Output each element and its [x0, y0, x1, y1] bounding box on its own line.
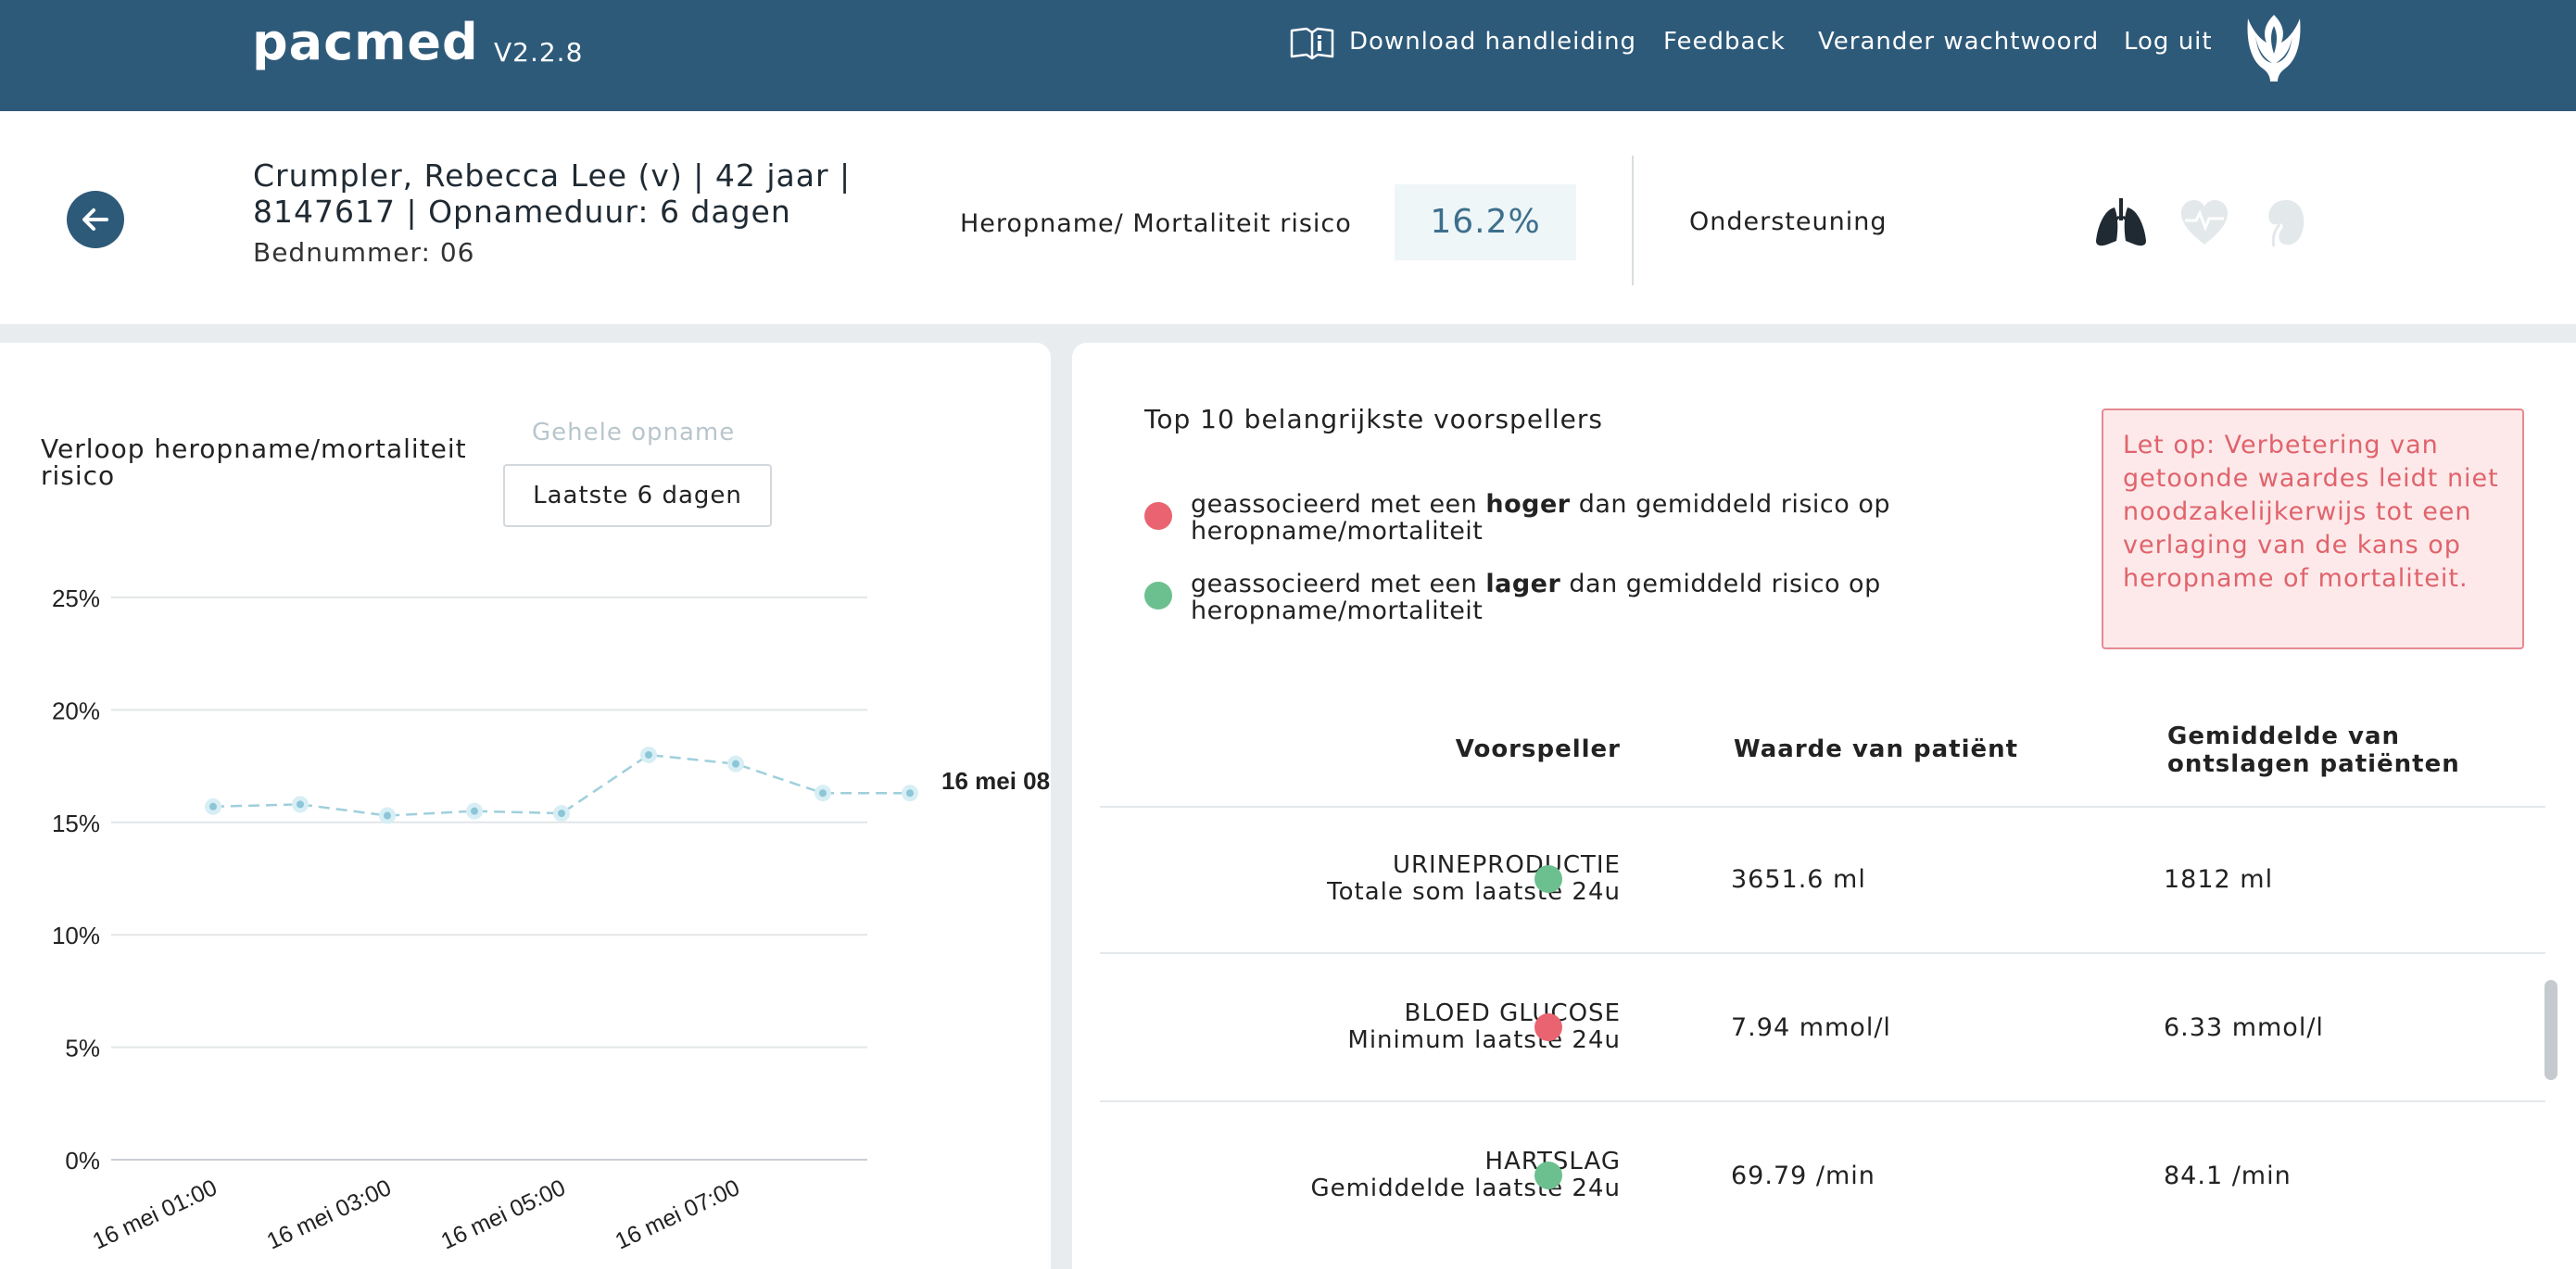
data-point: [297, 800, 304, 809]
table-divider: [1100, 952, 2545, 954]
feedback-link[interactable]: Feedback: [1663, 28, 1786, 56]
patient-info-line-1: Crumpler, Rebecca Lee (v) | 42 jaar |: [253, 157, 852, 194]
risk-line-chart: 25% 20% 15% 10% 5% 0% 16 mei 01:00 16 mei 03:0…: [52, 584, 1051, 1255]
header-divider: [1632, 156, 1634, 285]
table-divider: [1100, 1100, 2545, 1102]
patient-value: 3651.6 ml: [1731, 865, 1866, 894]
app-version: V2.2.8: [494, 37, 584, 68]
low-risk-dot-icon: [1534, 865, 1562, 893]
data-point: [384, 811, 391, 820]
data-point: [558, 810, 565, 818]
predictor-name: BLOED GLUCOSE Minimum laatste 24u: [1347, 999, 1621, 1054]
top10-title: Top 10 belangrijkste voorspellers: [1144, 404, 1603, 434]
risk-value: 16.2%: [1395, 184, 1576, 260]
data-point: [645, 750, 652, 759]
patient-info-line-2: 8147617 | Opnameduur: 6 dagen: [253, 194, 791, 230]
chart-grid: [111, 597, 867, 1161]
predictor-name: HARTSLAGGemiddelde laatste 24u: [1310, 1149, 1621, 1202]
range-option-all[interactable]: Gehele opname: [532, 419, 736, 446]
data-point: [471, 807, 478, 815]
patient-value: 69.79 /min: [1731, 1162, 1875, 1190]
y-tick-label: 25%: [52, 584, 100, 612]
legend-high-text: geassocieerd met een hoger dan gemiddeld…: [1191, 490, 1891, 546]
logout-link[interactable]: Log uit: [2124, 28, 2213, 56]
average-value: 84.1 /min: [2164, 1162, 2292, 1190]
download-manual-label: Download handleiding: [1349, 28, 1637, 56]
predictor-name: URINEPRODUCTIE Totale som laatste 24u: [1327, 851, 1621, 906]
green-dot-icon: [1144, 582, 1172, 609]
red-dot-icon: [1144, 502, 1172, 530]
x-tick-label: 16 mei 05:00: [437, 1175, 570, 1254]
average-value: 1812 ml: [2164, 865, 2274, 894]
tulip-logo-icon: [2247, 15, 2301, 82]
bed-number: Bednummer: 06: [253, 237, 475, 268]
kidney-icon: [2268, 200, 2305, 247]
download-manual-link[interactable]: Download handleiding: [1290, 27, 1637, 60]
change-password-link[interactable]: Verander wachtwoord: [1818, 28, 2100, 56]
chart-title: Verloop heropname/mortaliteit risico: [41, 433, 467, 491]
manual-book-icon: [1290, 27, 1334, 60]
predictors-panel: Top 10 belangrijkste voorspellers geasso…: [1072, 343, 2576, 1269]
risk-label: Heropname/ Mortaliteit risico: [960, 209, 1352, 238]
data-point: [819, 789, 827, 798]
x-tick-label: 16 mei 01:00: [89, 1175, 221, 1254]
column-header-predictor: Voorspeller: [1455, 735, 1621, 763]
legend-low-text: geassocieerd met een lager dan gemiddeld…: [1191, 570, 1881, 625]
arrow-left-icon: [82, 208, 108, 231]
back-button[interactable]: [67, 191, 124, 248]
heart-icon: [2181, 200, 2228, 245]
warning-box: Let op: Verbetering van getoonde waardes…: [2102, 408, 2524, 649]
data-point: [906, 789, 914, 798]
low-risk-dot-icon: [1534, 1162, 1562, 1189]
support-label: Ondersteuning: [1689, 207, 1888, 236]
risk-chart-panel: Verloop heropname/mortaliteit risico Geh…: [0, 343, 1051, 1269]
y-tick-label: 5%: [65, 1035, 100, 1062]
last-point-label: 16 mei 08:30: [941, 767, 1051, 795]
average-value: 6.33 mmol/l: [2164, 1013, 2324, 1042]
high-risk-dot-icon: [1534, 1013, 1562, 1041]
column-header-patient-value: Waarde van patiënt: [1734, 735, 2019, 763]
risk-series-line: [212, 753, 910, 817]
table-scrollbar[interactable]: [2544, 980, 2557, 1080]
column-header-average: Gemiddelde van ontslagen patiënten: [2167, 722, 2460, 778]
y-tick-label: 20%: [52, 697, 100, 724]
range-option-last-6-days[interactable]: Laatste 6 dagen: [503, 464, 772, 527]
patient-value: 7.94 mmol/l: [1731, 1013, 1891, 1042]
patient-header: Crumpler, Rebecca Lee (v) | 42 jaar | 81…: [0, 111, 2576, 324]
pacmed-logo: pacmed: [252, 13, 479, 71]
x-tick-label: 16 mei 03:00: [263, 1175, 396, 1254]
x-tick-label: 16 mei 07:00: [612, 1175, 744, 1254]
y-tick-label: 0%: [65, 1147, 100, 1175]
data-point: [732, 760, 739, 768]
top-bar: pacmed V2.2.8 Download handleiding Feedb…: [0, 0, 2576, 111]
risk-series-points: [205, 746, 918, 824]
y-axis-ticks: 25% 20% 15% 10% 5% 0%: [52, 584, 100, 1175]
y-tick-label: 10%: [52, 922, 100, 949]
lungs-icon: [2096, 198, 2146, 246]
data-point: [209, 802, 217, 810]
y-tick-label: 15%: [52, 810, 100, 837]
table-divider: [1100, 806, 2545, 808]
x-axis-ticks: 16 mei 01:00 16 mei 03:00 16 mei 05:00 16 m…: [89, 1175, 744, 1254]
